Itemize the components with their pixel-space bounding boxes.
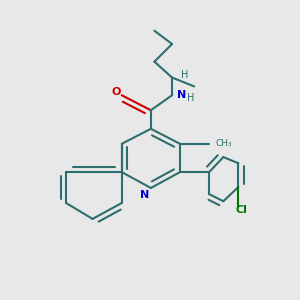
Text: Cl: Cl bbox=[235, 206, 247, 215]
Text: H: H bbox=[181, 70, 188, 80]
Text: N: N bbox=[140, 190, 150, 200]
Text: CH₃: CH₃ bbox=[215, 139, 232, 148]
Text: O: O bbox=[111, 87, 121, 97]
Text: N: N bbox=[176, 90, 186, 100]
Text: H: H bbox=[188, 93, 195, 103]
